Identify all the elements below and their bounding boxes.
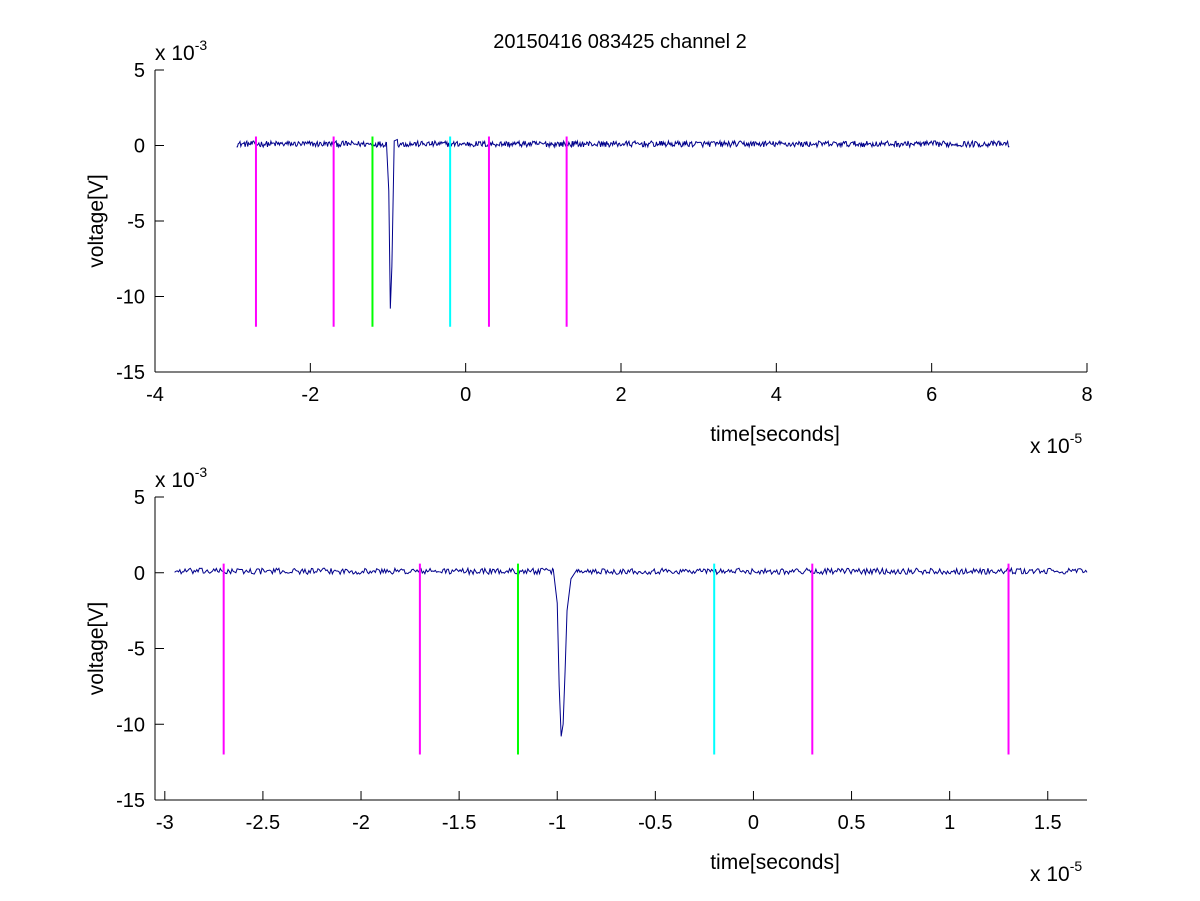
x-tick-label: -1.5: [442, 812, 476, 834]
x-tick-label: 0: [748, 812, 759, 834]
signal-series-line: [174, 566, 1088, 737]
x-tick-label: -2: [301, 384, 319, 406]
x-tick-label: 1.5: [1034, 812, 1062, 834]
x-tick-label: -3: [156, 812, 174, 834]
x-axis-label: time[seconds]: [710, 423, 840, 446]
x-exponent-label: x 10-5: [1030, 858, 1082, 886]
x-tick-label: -2.5: [246, 812, 280, 834]
top-plot: 5 0 -5 -10 -15-4 -2 0 2 4 6 8 time[seconds] voltage[…: [85, 37, 1093, 458]
y-tick-label: -15: [116, 362, 145, 384]
y-tick-label: -5: [127, 639, 145, 661]
y-exponent-label: x 10-3: [155, 464, 207, 492]
x-tick-label: 4: [771, 384, 782, 406]
x-exponent-power: -5: [1070, 430, 1083, 446]
x-tick-label: 0: [460, 384, 471, 406]
y-axis-label: voltage[V]: [85, 174, 108, 267]
y-tick-label: -15: [116, 790, 145, 812]
x-tick-label: 6: [926, 384, 937, 406]
x-tick-label: 0.5: [838, 812, 866, 834]
signal-series-line: [236, 138, 1010, 309]
y-tick-label: -10: [116, 714, 145, 736]
y-exponent-power: -3: [195, 37, 208, 53]
x-tick-label: -1: [548, 812, 566, 834]
y-exponent-base: x 10: [155, 42, 195, 65]
y-exponent-label: x 10-3: [155, 37, 207, 65]
x-tick-label: 2: [615, 384, 626, 406]
x-tick-label: 8: [1081, 384, 1092, 406]
y-tick-label: -5: [127, 211, 145, 233]
x-exponent-base: x 10: [1030, 863, 1070, 886]
figure-title: 20150416 083425 channel 2: [493, 31, 747, 53]
y-tick-label: -10: [116, 287, 145, 309]
y-exponent-base: x 10: [155, 469, 195, 492]
y-exponent-power: -3: [195, 464, 208, 480]
x-tick-label: -0.5: [638, 812, 672, 834]
y-tick-label: 5: [134, 487, 145, 509]
y-axis-label: voltage[V]: [85, 602, 108, 695]
x-tick-label: -2: [352, 812, 370, 834]
bottom-plot: 5 0 -5 -10 -15 -3 -2.5 -2 -1.5 -1 -0.5 0 0.5 1 1.5 time…: [85, 464, 1088, 886]
x-exponent-power: -5: [1070, 858, 1083, 874]
x-axis-label: time[seconds]: [710, 851, 840, 874]
y-tick-label: 0: [134, 136, 145, 158]
x-exponent-base: x 10: [1030, 435, 1070, 458]
y-tick-label: 0: [134, 563, 145, 585]
x-tick-label: -4: [146, 384, 164, 406]
y-tick-label: 5: [134, 60, 145, 82]
x-exponent-label: x 10-5: [1030, 430, 1082, 458]
x-tick-label: 1: [944, 812, 955, 834]
